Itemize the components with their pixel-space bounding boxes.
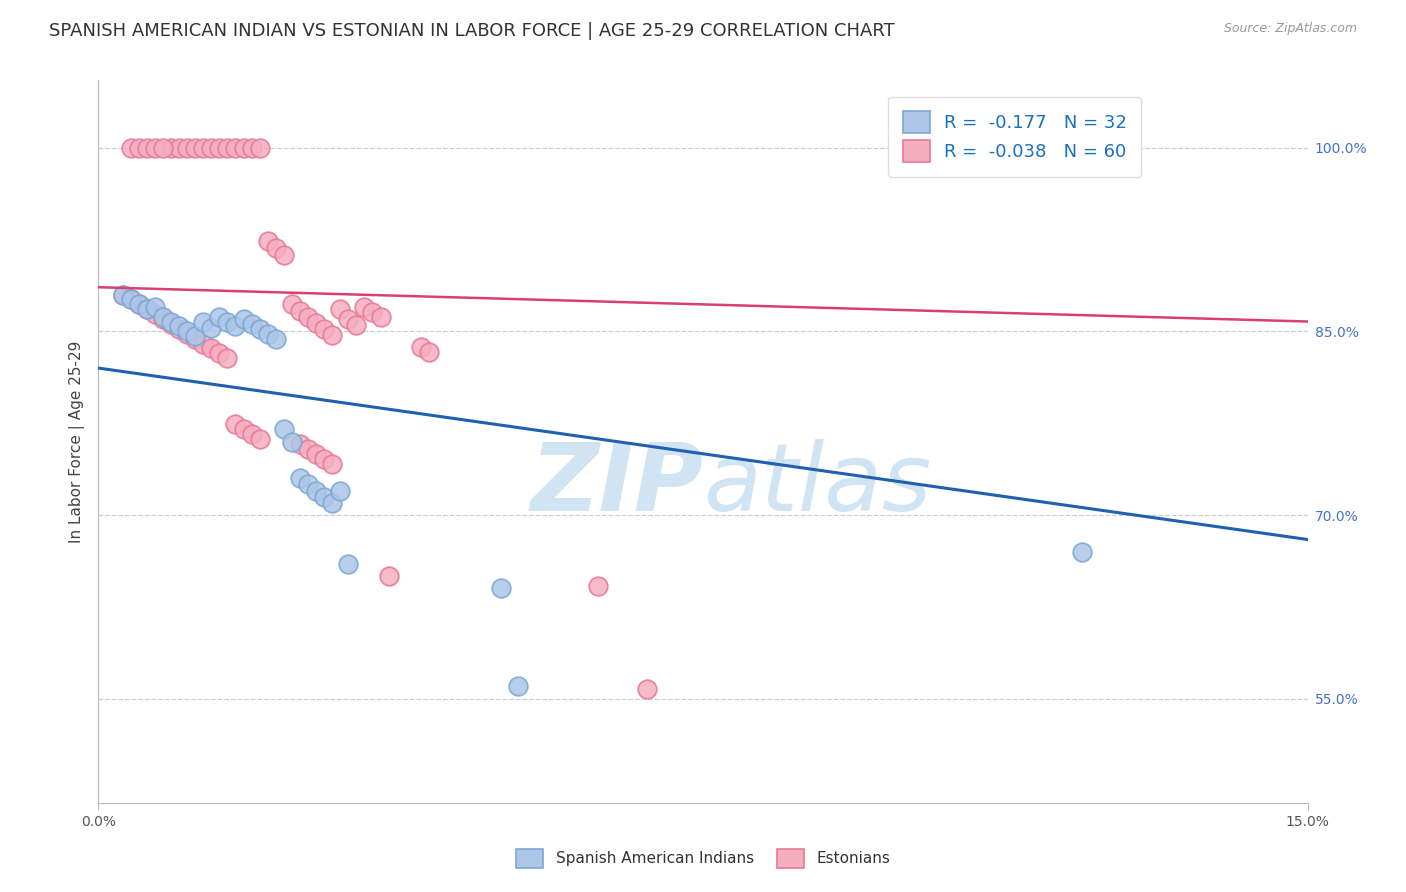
Point — [193, 336, 215, 351]
Point — [297, 310, 319, 324]
Point — [143, 300, 166, 314]
Point — [208, 346, 231, 360]
Point — [128, 297, 150, 311]
Point — [111, 287, 134, 301]
Point — [193, 141, 215, 155]
Point — [337, 312, 360, 326]
Point — [344, 318, 367, 333]
Point — [586, 579, 609, 593]
Point — [418, 345, 440, 359]
Point — [160, 314, 183, 328]
Point — [143, 141, 166, 155]
Point — [120, 141, 142, 155]
Point — [224, 417, 246, 432]
Point — [217, 141, 239, 155]
Point — [264, 332, 287, 346]
Point — [377, 569, 399, 583]
Point — [288, 471, 311, 485]
Point — [314, 322, 336, 336]
Point — [273, 248, 295, 262]
Point — [288, 437, 311, 451]
Point — [321, 457, 343, 471]
Point — [217, 351, 239, 366]
Point — [176, 324, 198, 338]
Point — [305, 483, 328, 498]
Point — [297, 477, 319, 491]
Point — [143, 307, 166, 321]
Point — [208, 141, 231, 155]
Point — [409, 340, 432, 354]
Point — [281, 297, 304, 311]
Point — [160, 141, 183, 155]
Point — [224, 319, 246, 334]
Point — [240, 317, 263, 331]
Y-axis label: In Labor Force | Age 25-29: In Labor Force | Age 25-29 — [69, 341, 84, 542]
Point — [135, 141, 157, 155]
Legend: Spanish American Indians, Estonians: Spanish American Indians, Estonians — [510, 843, 896, 873]
Point — [120, 293, 142, 307]
Point — [491, 582, 513, 596]
Point — [506, 680, 529, 694]
Point — [329, 483, 352, 498]
Point — [184, 329, 207, 343]
Point — [224, 141, 246, 155]
Text: ZIP: ZIP — [530, 439, 703, 531]
Point — [176, 326, 198, 341]
Point — [200, 342, 222, 356]
Point — [152, 310, 174, 324]
Legend: R =  -0.177   N = 32, R =  -0.038   N = 60: R = -0.177 N = 32, R = -0.038 N = 60 — [889, 96, 1142, 177]
Point — [217, 314, 239, 328]
Point — [184, 332, 207, 346]
Point — [305, 316, 328, 330]
Point — [264, 241, 287, 255]
Text: atlas: atlas — [703, 440, 931, 531]
Point — [167, 322, 190, 336]
Point — [152, 141, 174, 155]
Point — [314, 451, 336, 466]
Point — [297, 442, 319, 456]
Point — [240, 427, 263, 442]
Point — [370, 310, 392, 324]
Point — [337, 557, 360, 571]
Point — [176, 141, 198, 155]
Point — [193, 314, 215, 328]
Point — [314, 490, 336, 504]
Point — [128, 297, 150, 311]
Point — [160, 317, 183, 331]
Point — [135, 302, 157, 317]
Point — [152, 312, 174, 326]
Point — [353, 300, 375, 314]
Point — [329, 302, 352, 317]
Point — [208, 310, 231, 324]
Point — [321, 496, 343, 510]
Point — [232, 312, 254, 326]
Text: Source: ZipAtlas.com: Source: ZipAtlas.com — [1223, 22, 1357, 36]
Point — [256, 234, 278, 248]
Text: SPANISH AMERICAN INDIAN VS ESTONIAN IN LABOR FORCE | AGE 25-29 CORRELATION CHART: SPANISH AMERICAN INDIAN VS ESTONIAN IN L… — [49, 22, 896, 40]
Point — [200, 320, 222, 334]
Point — [636, 681, 658, 696]
Point — [200, 141, 222, 155]
Point — [135, 302, 157, 317]
Point — [111, 287, 134, 301]
Point — [305, 447, 328, 461]
Point — [128, 141, 150, 155]
Point — [281, 434, 304, 449]
Point — [361, 304, 384, 318]
Point — [288, 303, 311, 318]
Point — [120, 293, 142, 307]
Point — [240, 141, 263, 155]
Point — [249, 322, 271, 336]
Point — [232, 422, 254, 436]
Point — [249, 432, 271, 446]
Point — [273, 422, 295, 436]
Point — [167, 319, 190, 334]
Point — [249, 141, 271, 155]
Point — [1070, 545, 1092, 559]
Point — [167, 141, 190, 155]
Point — [256, 326, 278, 341]
Point — [232, 141, 254, 155]
Point — [184, 141, 207, 155]
Point — [321, 328, 343, 343]
